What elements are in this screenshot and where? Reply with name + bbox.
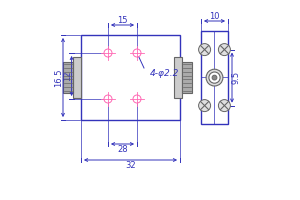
Circle shape: [133, 49, 141, 57]
Text: 12: 12: [63, 71, 72, 81]
Text: 4-φ2.2: 4-φ2.2: [150, 68, 179, 77]
Circle shape: [104, 49, 112, 57]
Bar: [73, 57, 81, 98]
Text: 9.5: 9.5: [232, 71, 241, 84]
Circle shape: [212, 75, 217, 80]
Text: 16.5: 16.5: [54, 68, 63, 87]
Bar: [174, 57, 182, 98]
Circle shape: [206, 69, 223, 86]
Circle shape: [218, 44, 230, 56]
Bar: [201, 31, 228, 124]
Circle shape: [199, 44, 211, 56]
Bar: [81, 35, 180, 120]
Text: 32: 32: [125, 160, 136, 170]
Text: 28: 28: [117, 144, 128, 154]
Circle shape: [104, 95, 112, 103]
Circle shape: [218, 100, 230, 112]
Text: 10: 10: [209, 12, 220, 21]
Circle shape: [209, 72, 220, 83]
Circle shape: [199, 100, 211, 112]
Bar: [63, 62, 73, 93]
Circle shape: [133, 95, 141, 103]
Text: 15: 15: [117, 16, 128, 25]
Bar: [182, 62, 192, 93]
